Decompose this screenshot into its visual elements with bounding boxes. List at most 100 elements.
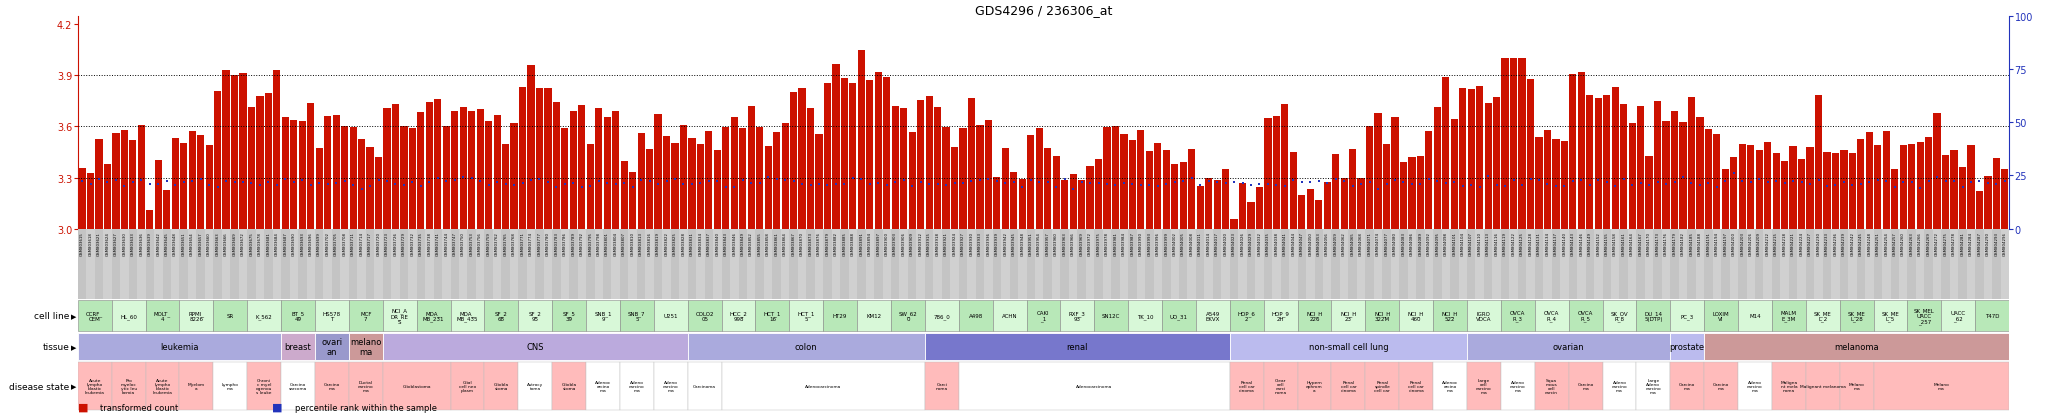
- Text: GSM803813: GSM803813: [639, 231, 643, 255]
- Bar: [1849, 154, 1855, 229]
- Text: GSM803729: GSM803729: [401, 231, 406, 255]
- Bar: [1085, 229, 1094, 299]
- Bar: [653, 300, 688, 332]
- Text: Adenocarcinoma: Adenocarcinoma: [805, 384, 842, 388]
- Bar: [86, 173, 94, 229]
- Bar: [1307, 229, 1315, 299]
- Bar: [518, 300, 553, 332]
- Bar: [1061, 300, 1094, 332]
- Bar: [1772, 229, 1780, 299]
- Text: UACC
_62: UACC _62: [1950, 311, 1966, 321]
- Bar: [788, 300, 823, 332]
- Bar: [1112, 229, 1120, 299]
- Bar: [688, 300, 721, 332]
- Text: GSM803771: GSM803771: [520, 231, 524, 255]
- Bar: [1272, 229, 1280, 299]
- Text: GSM804062: GSM804062: [1341, 231, 1346, 255]
- Text: Pro
myeloc
ytic leu
kemia: Pro myeloc ytic leu kemia: [121, 378, 137, 394]
- Bar: [145, 300, 180, 332]
- Bar: [1204, 178, 1212, 229]
- Text: GSM803708: GSM803708: [342, 231, 346, 255]
- Bar: [1671, 229, 1679, 299]
- Bar: [1755, 229, 1763, 299]
- Bar: [1772, 300, 1806, 332]
- Text: GSM804263: GSM804263: [1909, 231, 1913, 255]
- Text: GSM803900: GSM803900: [885, 231, 889, 255]
- Bar: [1774, 154, 1780, 229]
- Bar: [1442, 229, 1450, 299]
- Bar: [915, 229, 926, 299]
- Bar: [823, 83, 831, 229]
- Bar: [375, 229, 383, 299]
- Bar: [1382, 229, 1391, 299]
- Bar: [1688, 97, 1696, 229]
- Bar: [1458, 89, 1466, 229]
- Bar: [1331, 300, 1366, 332]
- Text: SK_ME
L_2: SK_ME L_2: [1815, 310, 1831, 322]
- Bar: [612, 229, 621, 299]
- Bar: [1942, 229, 1950, 299]
- Bar: [688, 138, 696, 229]
- Bar: [94, 229, 102, 299]
- Bar: [383, 229, 391, 299]
- Text: GSM803957: GSM803957: [1047, 231, 1051, 255]
- Bar: [799, 229, 807, 299]
- Bar: [358, 139, 365, 229]
- Text: HCC_2
998: HCC_2 998: [729, 311, 748, 321]
- Bar: [1399, 362, 1434, 411]
- Bar: [1874, 362, 2009, 411]
- Bar: [926, 300, 958, 332]
- Bar: [1612, 229, 1620, 299]
- Bar: [1298, 229, 1307, 299]
- Bar: [1552, 229, 1561, 299]
- Bar: [340, 229, 348, 299]
- Bar: [612, 112, 618, 229]
- Text: Carcino
ma: Carcino ma: [1679, 382, 1696, 390]
- Bar: [272, 229, 281, 299]
- Bar: [510, 124, 518, 229]
- Bar: [1509, 59, 1518, 229]
- Bar: [264, 229, 272, 299]
- Bar: [1214, 180, 1221, 229]
- Bar: [1434, 362, 1466, 411]
- Bar: [315, 148, 324, 229]
- Text: GSM804275: GSM804275: [1944, 231, 1948, 255]
- Bar: [705, 229, 713, 299]
- Bar: [451, 229, 459, 299]
- Bar: [1137, 229, 1145, 299]
- Bar: [1026, 229, 1034, 299]
- Bar: [729, 229, 739, 299]
- Text: GSM804119: GSM804119: [1503, 231, 1507, 255]
- Bar: [672, 143, 678, 229]
- Text: 786_0: 786_0: [934, 313, 950, 319]
- Text: Gliobla
stoma: Gliobla stoma: [494, 382, 508, 390]
- Text: OVCA
R_4: OVCA R_4: [1544, 311, 1559, 321]
- Text: HT29: HT29: [834, 313, 848, 318]
- Bar: [1655, 102, 1661, 229]
- Bar: [1569, 362, 1602, 411]
- Bar: [1763, 143, 1772, 229]
- Bar: [1866, 229, 1874, 299]
- Text: GSM804158: GSM804158: [1614, 231, 1618, 255]
- Text: GSM803762: GSM803762: [496, 231, 500, 255]
- Bar: [1577, 73, 1585, 229]
- Bar: [1679, 229, 1688, 299]
- Text: A498: A498: [969, 313, 983, 318]
- Bar: [858, 229, 866, 299]
- Bar: [815, 229, 823, 299]
- Bar: [383, 362, 451, 411]
- Text: GSM803822: GSM803822: [664, 231, 668, 255]
- Bar: [1739, 300, 1772, 332]
- Bar: [2001, 229, 2009, 299]
- Text: GSM804005: GSM804005: [1182, 231, 1186, 255]
- Text: GSM804017: GSM804017: [1214, 231, 1219, 255]
- Text: GSM803720: GSM803720: [377, 231, 381, 255]
- Bar: [629, 229, 637, 299]
- Bar: [756, 300, 788, 332]
- Bar: [1001, 149, 1010, 229]
- Bar: [281, 300, 315, 332]
- Bar: [1501, 362, 1534, 411]
- Bar: [1874, 300, 1907, 332]
- Text: GSM803879: GSM803879: [825, 231, 829, 255]
- Bar: [1595, 99, 1602, 229]
